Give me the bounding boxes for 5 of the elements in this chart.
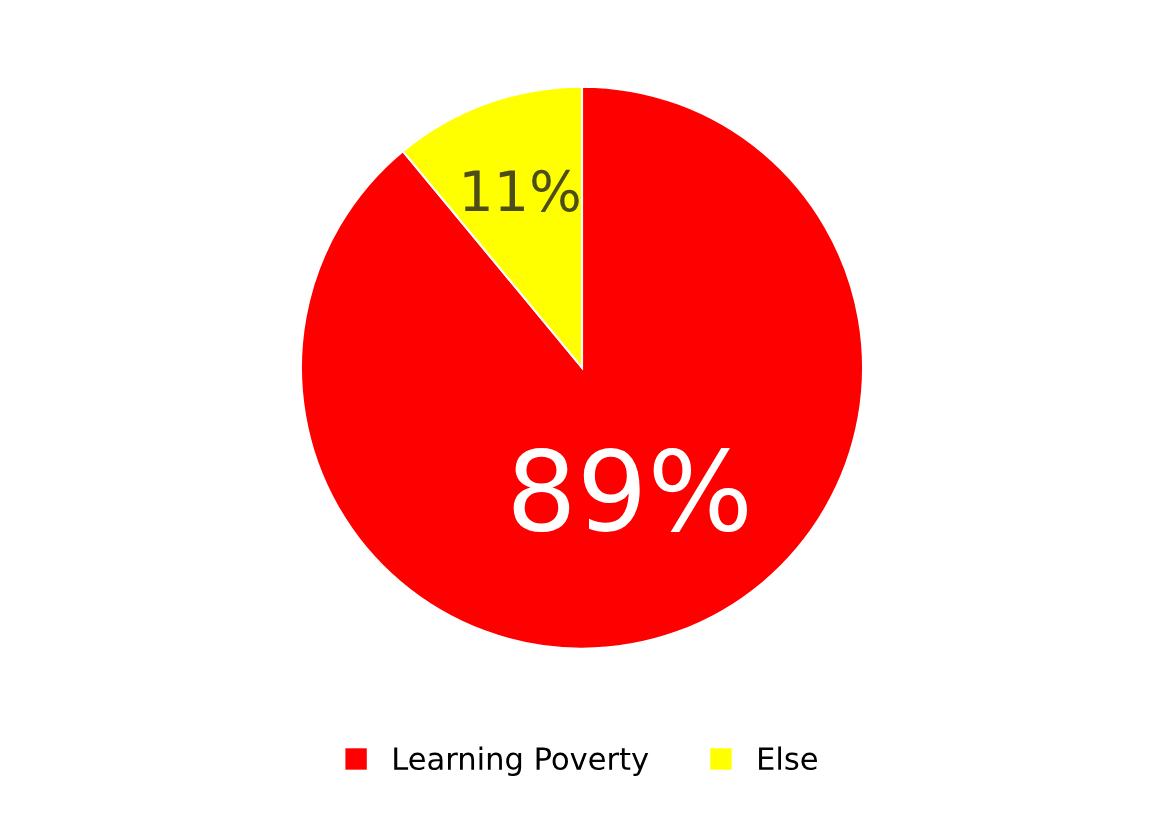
data-label: 89% xyxy=(513,448,747,533)
legend-label: Else xyxy=(759,746,817,771)
data-label: 11% xyxy=(464,169,579,212)
legend-label: Learning Poverty xyxy=(394,746,649,777)
pie-slice xyxy=(299,85,865,650)
